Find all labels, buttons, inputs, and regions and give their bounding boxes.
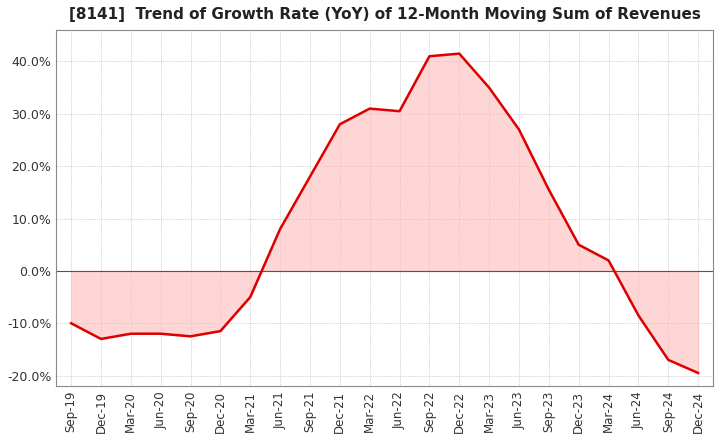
Title: [8141]  Trend of Growth Rate (YoY) of 12-Month Moving Sum of Revenues: [8141] Trend of Growth Rate (YoY) of 12-… bbox=[68, 7, 701, 22]
